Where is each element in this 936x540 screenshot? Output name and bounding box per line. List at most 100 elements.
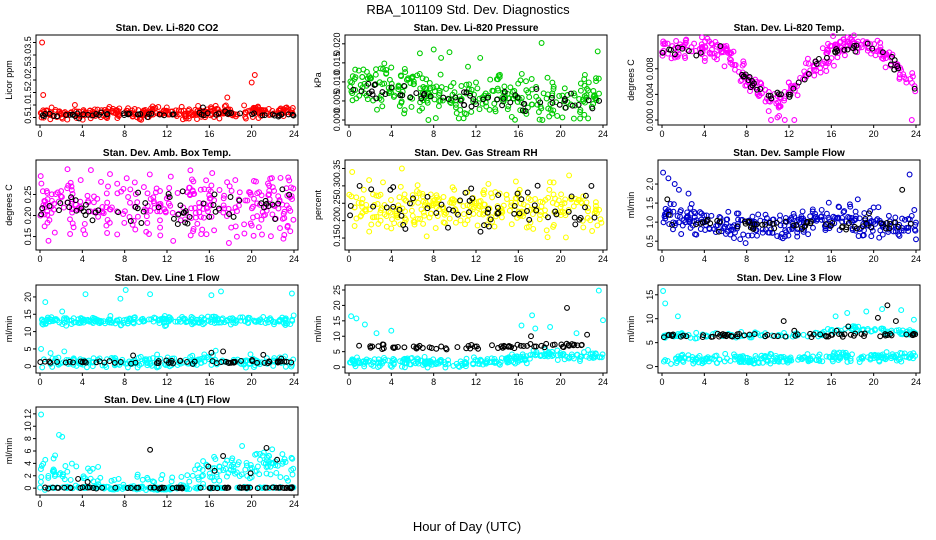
data-point — [401, 82, 408, 89]
data-point — [90, 320, 97, 326]
data-point — [897, 349, 904, 356]
data-point — [457, 217, 464, 224]
data-point — [414, 182, 421, 189]
series-1 — [664, 186, 914, 235]
data-point — [359, 73, 366, 80]
data-point — [283, 104, 290, 111]
data-point — [525, 195, 532, 202]
data-point — [287, 228, 294, 235]
data-point — [59, 433, 66, 440]
data-point — [151, 200, 158, 207]
series-0 — [346, 165, 605, 241]
data-point — [220, 453, 227, 459]
data-point — [807, 213, 814, 220]
data-point — [746, 331, 753, 338]
data-point — [398, 98, 405, 105]
data-point — [361, 80, 368, 87]
data-point — [477, 198, 484, 204]
data-point — [120, 320, 127, 326]
data-point — [844, 358, 851, 365]
data-point — [47, 350, 54, 357]
data-point — [570, 203, 577, 210]
data-point — [437, 358, 444, 365]
data-point — [69, 191, 76, 197]
data-point — [53, 316, 60, 323]
data-point — [220, 202, 227, 209]
data-point — [48, 314, 55, 321]
data-point — [851, 42, 858, 49]
data-point — [179, 188, 186, 195]
data-point — [243, 459, 250, 466]
data-point — [879, 231, 886, 238]
data-point — [541, 344, 548, 351]
data-point — [145, 111, 152, 118]
data-point — [80, 107, 87, 114]
data-point — [734, 333, 741, 340]
data-point — [468, 108, 475, 115]
data-point — [832, 49, 839, 56]
data-point — [543, 227, 550, 234]
data-point — [197, 186, 204, 193]
data-point — [698, 41, 705, 48]
data-point — [890, 353, 897, 360]
data-point — [247, 351, 254, 358]
data-point — [681, 355, 688, 362]
data-point — [491, 100, 498, 107]
data-point — [263, 444, 270, 451]
data-point — [242, 197, 249, 204]
data-point — [170, 215, 177, 222]
data-point — [64, 199, 71, 206]
data-point — [417, 85, 424, 92]
data-point — [374, 201, 381, 207]
data-point — [85, 208, 92, 215]
data-point — [373, 95, 380, 102]
data-point — [789, 84, 796, 91]
series-0 — [38, 287, 297, 329]
data-point — [248, 222, 255, 229]
data-point — [827, 43, 834, 49]
data-point — [575, 101, 582, 108]
data-point — [368, 88, 375, 95]
data-point — [192, 205, 198, 211]
data-point — [463, 89, 470, 96]
data-point — [834, 54, 841, 61]
data-point — [877, 227, 884, 234]
data-point — [226, 183, 233, 190]
data-point — [124, 485, 131, 491]
data-point — [777, 222, 784, 229]
data-point — [516, 210, 523, 217]
data-point — [559, 208, 566, 215]
y-tick-label: 0.010 — [332, 71, 342, 94]
data-point — [685, 48, 692, 54]
data-point — [518, 196, 525, 203]
data-point — [257, 456, 263, 463]
data-point — [251, 364, 257, 371]
data-point — [286, 191, 293, 198]
data-point — [884, 332, 891, 338]
data-point — [595, 75, 602, 82]
data-point — [445, 96, 452, 103]
data-point — [441, 219, 448, 226]
y-tick-label: 3.5 — [23, 36, 33, 49]
data-point — [688, 48, 695, 55]
data-point — [114, 231, 121, 238]
y-tick-label: 4 — [23, 461, 33, 466]
data-point — [670, 201, 677, 208]
data-point — [548, 94, 555, 101]
data-point — [882, 225, 889, 232]
data-point — [52, 452, 59, 459]
data-point — [718, 44, 725, 51]
data-point — [134, 471, 141, 478]
data-point — [68, 460, 75, 467]
data-point — [48, 197, 55, 204]
data-point — [241, 221, 248, 228]
data-point — [390, 355, 397, 362]
x-tick-label: 24 — [289, 254, 299, 264]
data-point — [426, 80, 433, 86]
data-point — [197, 213, 204, 220]
y-tick-label: 12 — [23, 409, 33, 419]
data-point — [564, 304, 570, 311]
data-point — [823, 333, 830, 340]
x-tick-label: 16 — [204, 377, 214, 387]
